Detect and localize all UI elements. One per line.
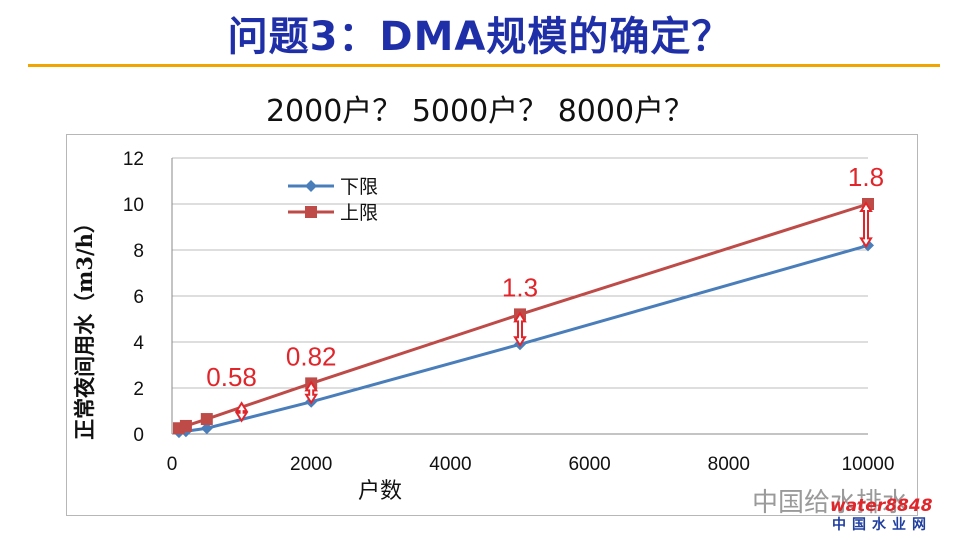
difference-label: 1.3 xyxy=(502,272,538,302)
data-point-2 xyxy=(200,413,213,426)
watermark-text: 中国给水排水 xyxy=(752,488,909,518)
x-tick-label: 2000 xyxy=(290,454,332,475)
y-tick-label: 12 xyxy=(123,149,144,170)
x-tick-label: 0 xyxy=(167,454,178,475)
slide-title: 问题3：DMA规模的确定？ xyxy=(227,14,733,60)
difference-label: 0.82 xyxy=(286,341,337,371)
difference-arrow xyxy=(513,311,527,348)
y-axis-title: 正常夜间用水（m3/h） xyxy=(72,212,97,440)
y-tick-label: 10 xyxy=(123,195,144,216)
difference-arrow xyxy=(859,201,873,249)
x-axis-title: 户数 xyxy=(358,479,402,504)
data-point-1 xyxy=(200,422,213,435)
data-point-2 xyxy=(179,419,192,432)
watermark-site-cn: 中国水业网 xyxy=(832,517,932,533)
y-tick-label: 6 xyxy=(133,287,144,308)
difference-arrow xyxy=(304,380,319,405)
y-tick-label: 0 xyxy=(133,425,144,446)
legend-marker-2 xyxy=(305,206,317,218)
y-tick-label: 4 xyxy=(133,333,144,354)
x-tick-label: 8000 xyxy=(708,454,750,475)
slide-subtitle: 2000户？ 5000户？ 8000户？ xyxy=(265,94,695,129)
watermark-site: water8848 xyxy=(830,496,933,516)
difference-arrow xyxy=(234,401,249,423)
x-tick-label: 6000 xyxy=(568,454,610,475)
legend-label-2: 上限 xyxy=(340,202,378,224)
y-tick-label: 2 xyxy=(133,379,144,400)
title-divider xyxy=(28,64,940,67)
x-tick-label: 10000 xyxy=(842,454,895,475)
difference-label: 1.8 xyxy=(848,162,884,192)
legend-marker-1 xyxy=(305,180,317,192)
y-tick-label: 8 xyxy=(133,241,144,262)
x-tick-label: 4000 xyxy=(429,454,471,475)
difference-label: 0.58 xyxy=(206,362,257,392)
legend-label-1: 下限 xyxy=(340,176,378,198)
